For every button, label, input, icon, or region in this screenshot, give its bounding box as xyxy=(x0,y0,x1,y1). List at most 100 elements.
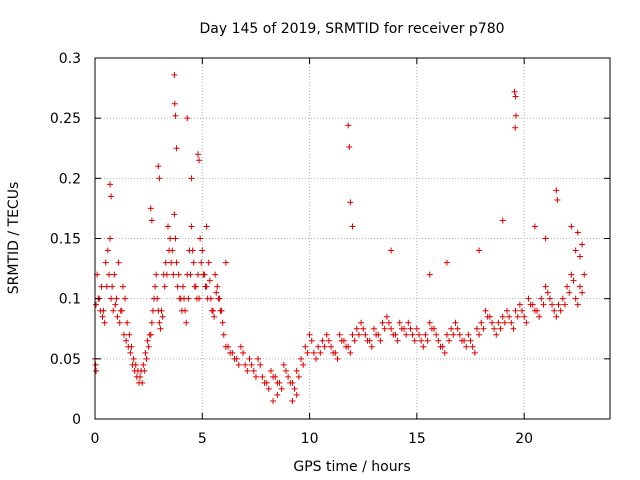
data-point xyxy=(385,319,392,326)
data-point xyxy=(418,337,425,344)
data-point xyxy=(426,319,433,326)
data-point xyxy=(511,88,518,95)
data-point xyxy=(351,337,358,344)
data-point xyxy=(549,301,556,308)
data-point xyxy=(110,307,117,314)
data-point xyxy=(435,337,442,344)
data-point xyxy=(156,319,163,326)
data-point xyxy=(204,295,211,302)
data-point xyxy=(237,343,244,350)
data-point xyxy=(191,283,198,290)
data-point xyxy=(458,337,465,344)
data-point xyxy=(178,307,185,314)
data-point xyxy=(118,307,125,314)
x-axis-label: GPS time / hours xyxy=(293,459,410,475)
data-point xyxy=(407,325,414,332)
data-point xyxy=(278,385,285,392)
data-point xyxy=(222,259,229,266)
data-point xyxy=(231,355,238,362)
data-point xyxy=(579,241,586,248)
data-point xyxy=(217,307,224,314)
data-point xyxy=(195,151,201,158)
data-point xyxy=(104,247,111,254)
data-point xyxy=(222,343,229,350)
y-tick-label: 0.1 xyxy=(59,292,81,308)
data-point xyxy=(308,337,315,344)
data-point xyxy=(107,181,114,188)
data-point xyxy=(566,289,573,296)
data-point xyxy=(244,367,251,374)
data-point xyxy=(306,331,313,338)
data-point xyxy=(426,271,433,278)
data-point xyxy=(199,247,206,254)
data-point xyxy=(208,307,215,314)
data-point xyxy=(188,175,195,182)
data-point xyxy=(255,355,262,362)
data-point xyxy=(133,373,140,380)
data-point xyxy=(171,211,178,218)
data-point xyxy=(119,283,126,290)
data-point xyxy=(469,343,476,350)
data-point xyxy=(97,307,104,314)
data-point xyxy=(330,349,337,356)
data-point xyxy=(347,199,354,206)
data-point xyxy=(343,343,350,350)
data-point xyxy=(443,331,450,338)
y-tick-label: 0.05 xyxy=(50,352,81,368)
data-point xyxy=(488,319,495,326)
data-point xyxy=(396,319,403,326)
data-point xyxy=(512,124,519,131)
data-point xyxy=(495,319,502,326)
data-point xyxy=(336,331,343,338)
data-point xyxy=(542,235,549,242)
data-point xyxy=(321,343,328,350)
data-point xyxy=(471,349,478,356)
data-point xyxy=(252,373,259,380)
data-point xyxy=(512,307,519,314)
y-tick-label: 0.25 xyxy=(50,111,81,127)
data-point xyxy=(508,319,515,326)
data-point xyxy=(113,295,120,302)
data-point xyxy=(197,235,204,242)
data-point xyxy=(203,223,210,230)
data-point xyxy=(120,331,127,338)
data-point xyxy=(112,301,119,308)
data-point xyxy=(293,367,300,374)
x-tick-label: 0 xyxy=(91,431,100,447)
data-point xyxy=(499,313,506,320)
data-point xyxy=(428,325,435,332)
data-point xyxy=(124,319,131,326)
data-point xyxy=(450,331,457,338)
data-point xyxy=(188,223,195,230)
data-point xyxy=(240,349,247,356)
data-point xyxy=(175,271,182,278)
y-tick-label: 0.3 xyxy=(59,51,81,67)
data-point xyxy=(200,271,207,278)
data-point xyxy=(506,313,513,320)
data-point xyxy=(394,337,401,344)
data-point xyxy=(148,319,155,326)
data-point xyxy=(123,337,130,344)
data-point xyxy=(409,331,416,338)
data-point xyxy=(111,271,118,278)
data-point xyxy=(452,319,459,326)
data-point xyxy=(149,307,156,314)
data-point xyxy=(542,283,549,290)
data-point xyxy=(130,355,137,362)
data-point xyxy=(465,331,472,338)
data-point xyxy=(574,229,581,236)
data-point xyxy=(153,271,160,278)
data-point xyxy=(493,331,500,338)
data-point xyxy=(109,283,116,290)
data-point xyxy=(437,343,444,350)
data-point xyxy=(388,325,395,332)
data-point xyxy=(513,112,520,119)
data-point xyxy=(196,157,203,164)
data-point xyxy=(416,331,423,338)
data-point xyxy=(574,301,581,308)
data-point xyxy=(102,259,109,266)
data-point xyxy=(164,223,171,230)
data-point xyxy=(413,325,420,332)
data-point xyxy=(379,319,386,326)
data-point xyxy=(302,343,309,350)
